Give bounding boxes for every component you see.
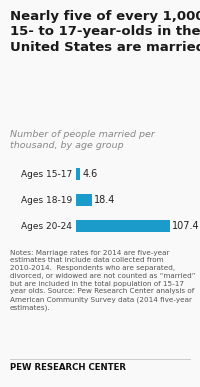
- Text: Notes: Marriage rates for 2014 are five-year estimates that include data collect: Notes: Marriage rates for 2014 are five-…: [10, 250, 196, 311]
- Text: Number of people married per
thousand, by age group: Number of people married per thousand, b…: [10, 130, 155, 150]
- Bar: [76, 194, 92, 206]
- Text: 107.4: 107.4: [172, 221, 200, 231]
- Text: Ages 15-17: Ages 15-17: [21, 170, 72, 179]
- Text: Ages 18-19: Ages 18-19: [21, 196, 72, 205]
- Text: Nearly five of every 1,000
15- to 17-year-olds in the
United States are married: Nearly five of every 1,000 15- to 17-yea…: [10, 10, 200, 54]
- Text: 18.4: 18.4: [94, 195, 116, 205]
- Text: 4.6: 4.6: [82, 169, 97, 179]
- Text: PEW RESEARCH CENTER: PEW RESEARCH CENTER: [10, 363, 126, 372]
- Text: Ages 20-24: Ages 20-24: [21, 222, 72, 231]
- Bar: [76, 221, 170, 232]
- Bar: [76, 168, 80, 180]
